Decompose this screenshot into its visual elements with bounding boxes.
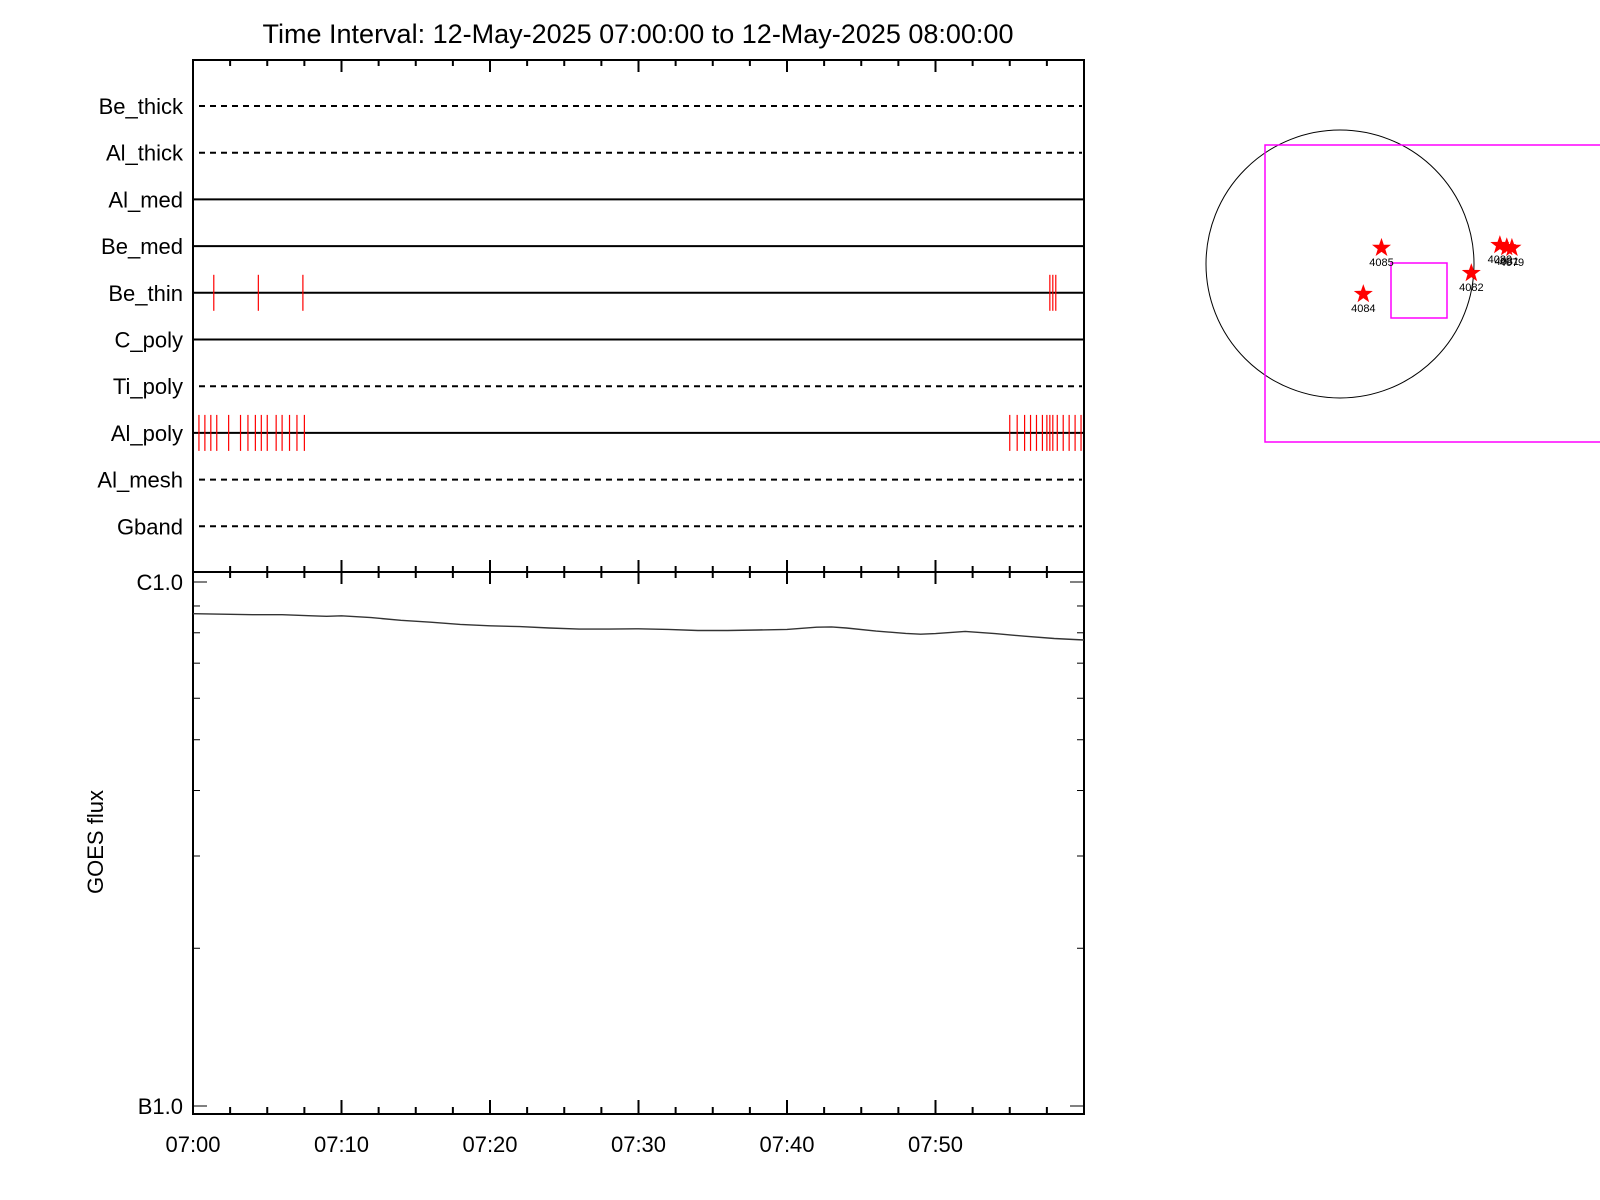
fov-box-large <box>1264 144 1600 443</box>
x-tick-label: 07:50 <box>908 1132 963 1157</box>
active-region-label: 4080 <box>1488 254 1512 266</box>
chart-title: Time Interval: 12-May-2025 07:00:00 to 1… <box>263 19 1014 49</box>
filter-label-gband: Gband <box>117 514 183 539</box>
filter-label-c_poly: C_poly <box>115 328 183 353</box>
filter-timeline-panel: Be_thick Al_thick Al_med Be_med Be_thin C_pol… <box>97 59 1085 573</box>
active-region-star <box>1502 237 1522 256</box>
filter-label-al_mesh: Al_mesh <box>97 468 183 493</box>
active-region-star <box>1461 263 1481 282</box>
x-tick-label: 07:00 <box>165 1132 220 1157</box>
goes-frame <box>192 571 1085 1115</box>
filter-label-be_thick: Be_thick <box>99 94 184 119</box>
x-tick-label: 07:10 <box>314 1132 369 1157</box>
active-region-label: 4082 <box>1459 282 1483 294</box>
goes-flux-line <box>192 613 1085 641</box>
y-tick-label: C1.0 <box>137 570 183 595</box>
active-region-label: 4079 <box>1500 257 1524 269</box>
filter-label-be_med: Be_med <box>101 234 183 259</box>
active-region-label: 4081 <box>1495 256 1519 268</box>
timeline-frame <box>192 59 1085 573</box>
filter-label-al_med: Al_med <box>108 187 183 212</box>
active-region-label: 4085 <box>1369 257 1393 269</box>
fov-box-small <box>1390 262 1448 319</box>
x-tick-label: 07:30 <box>611 1132 666 1157</box>
active-region-label: 4084 <box>1351 303 1375 315</box>
filter-label-ti_poly: Ti_poly <box>113 374 183 399</box>
filter-label-al_poly: Al_poly <box>111 421 183 446</box>
active-region-star <box>1353 284 1373 303</box>
solar-disk-outline <box>1205 129 1475 399</box>
x-tick-label: 07:20 <box>462 1132 517 1157</box>
goes-flux-panel: C1.0 B1.0 07:00 07:10 07:20 07:30 07:40 07:50 GO… <box>83 560 1085 1157</box>
filter-label-be_thin: Be_thin <box>108 281 183 306</box>
filter-label-al_thick: Al_thick <box>106 141 184 166</box>
y-axis-label: GOES flux <box>83 790 108 894</box>
x-tick-label: 07:40 <box>759 1132 814 1157</box>
active-region-star <box>1372 237 1391 256</box>
y-tick-label: B1.0 <box>138 1094 183 1119</box>
